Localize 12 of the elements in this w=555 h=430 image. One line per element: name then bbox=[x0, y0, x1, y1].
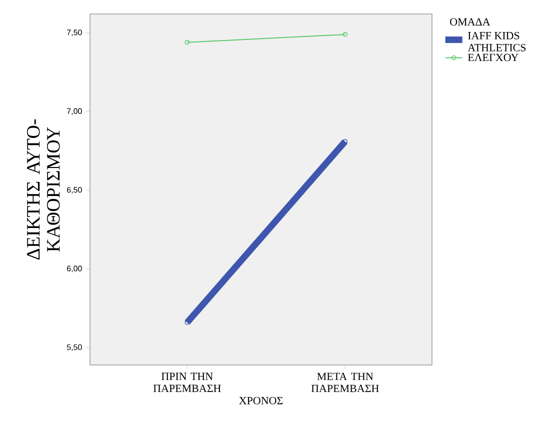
y-axis-title: ΔΕΙΚΤΗΣ ΑΥΤΟ-ΚΑΘΟΡΙΣΜΟΥ bbox=[27, 119, 60, 260]
legend-label: ΕΛΕΓΧΟΥ bbox=[468, 54, 518, 62]
x-tick-label: ΜΕΤΑ ΤΗΝ ΠΑΡΕΜΒΑΣΗ bbox=[311, 372, 379, 392]
x-axis-title: ΧΡΟΝΟΣ bbox=[239, 396, 283, 404]
legend-label: IAFF KIDS ATHLETICS bbox=[468, 32, 526, 52]
y-tick-label: 6,50 bbox=[67, 186, 82, 194]
y-tick-label: 6,00 bbox=[67, 266, 82, 272]
legend-title: ΟΜΑΔΑ bbox=[450, 18, 490, 26]
x-tick-label: ΠΡΙΝ ΤΗΝ ΠΑΡΕΜΒΑΣΗ bbox=[153, 372, 221, 392]
y-tick-label: 7,50 bbox=[67, 30, 82, 36]
y-tick-label: 7,00 bbox=[67, 108, 82, 115]
y-tick-label: 5,50 bbox=[66, 344, 82, 351]
